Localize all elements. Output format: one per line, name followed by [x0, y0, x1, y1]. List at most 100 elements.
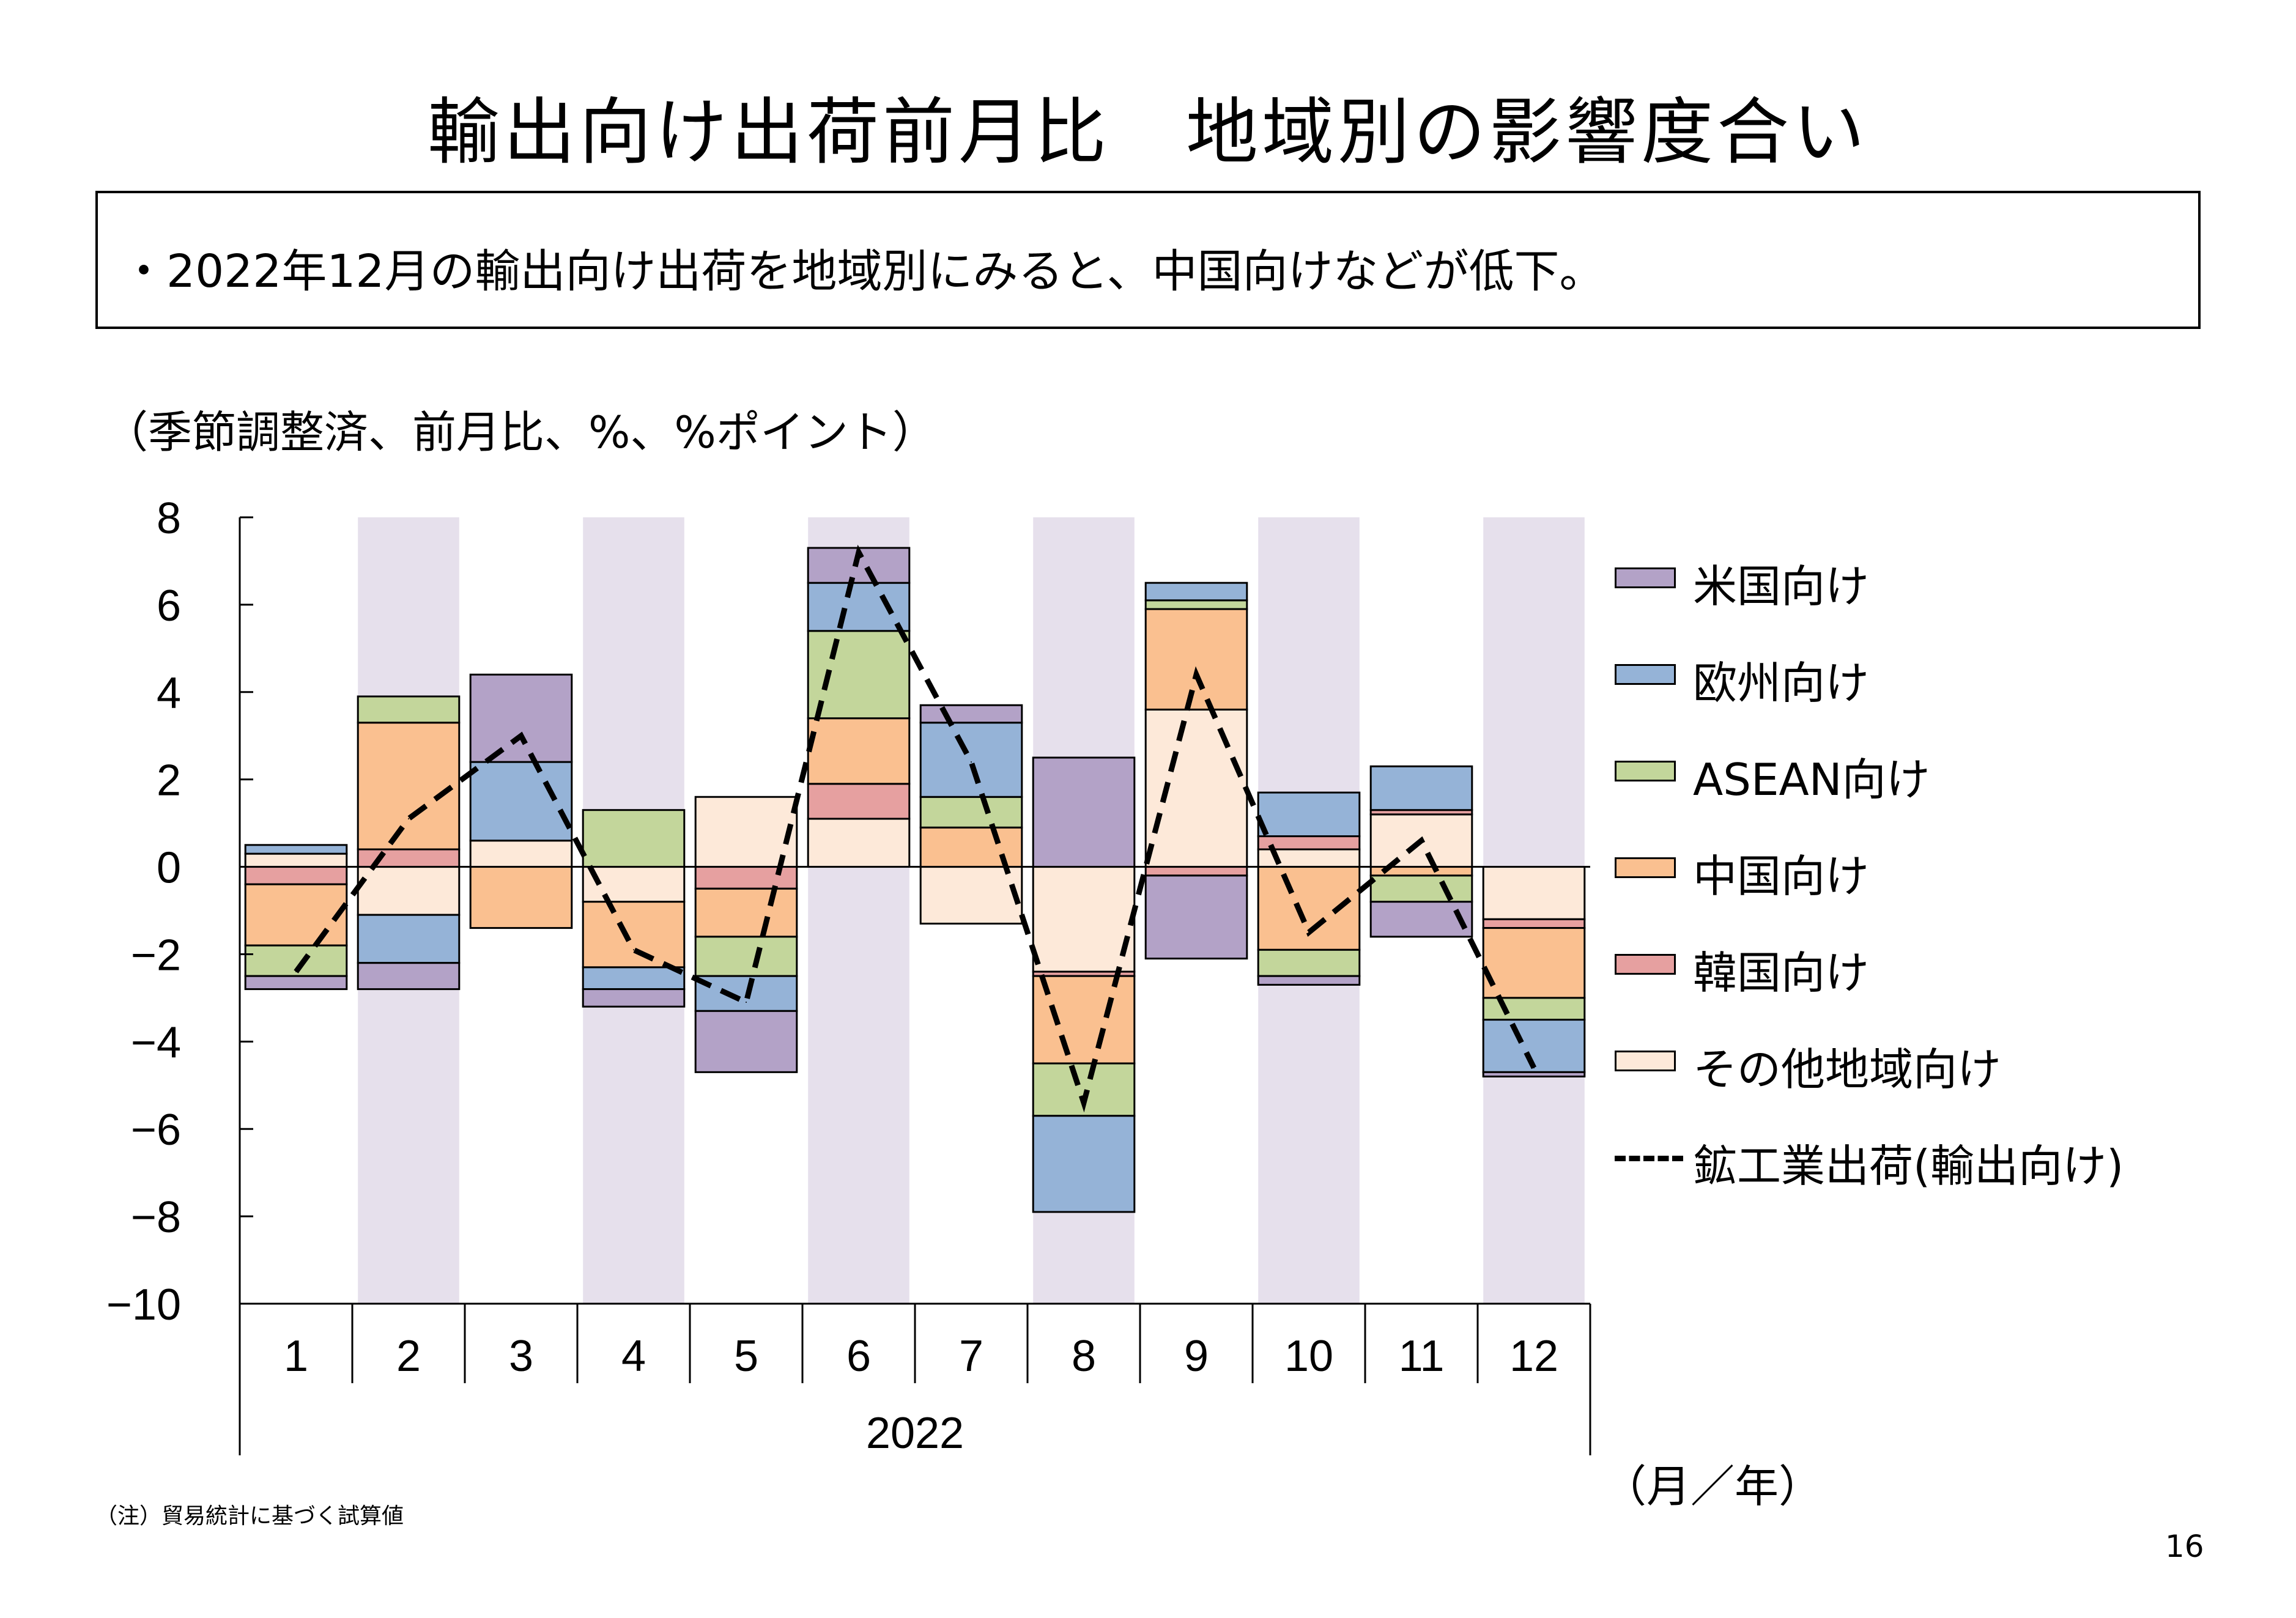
legend-label: 鉱工業出荷(輸出向け) — [1693, 1140, 2124, 1192]
legend-label: 欧州向け — [1693, 657, 1870, 709]
bar-segment-7-3 — [919, 796, 1023, 829]
bar-segment-5-3 — [694, 936, 798, 977]
bar-segment-1-4 — [244, 844, 348, 855]
bar-segment-10-3 — [1257, 948, 1361, 977]
bar-segment-5-2 — [694, 887, 798, 938]
bar-segment-9-4 — [1144, 582, 1248, 602]
line-point-3 — [520, 735, 522, 737]
line-point-1 — [295, 971, 297, 973]
bar-segment-3-0 — [469, 840, 573, 868]
x-tick-label: 9 — [1184, 1332, 1209, 1381]
bar-segment-8-4 — [1032, 1115, 1136, 1213]
bar-segment-9-2 — [1144, 608, 1248, 711]
y-tick-label: 2 — [157, 756, 181, 805]
bar-segment-8-5 — [1032, 756, 1136, 868]
bar-segment-8-2 — [1032, 975, 1136, 1065]
bar-segment-6-1 — [807, 783, 911, 820]
bar-segment-12-2 — [1482, 927, 1586, 999]
line-point-6 — [858, 552, 859, 553]
legend-swatch — [1615, 857, 1676, 878]
bar-segment-4-3 — [582, 809, 686, 868]
x-tick-label: 1 — [284, 1332, 308, 1381]
bar-segment-11-4 — [1369, 765, 1473, 811]
legend-label: ASEAN向け — [1693, 754, 1930, 805]
y-tick-label: −8 — [131, 1193, 181, 1242]
line-series-export-shipments — [294, 544, 1537, 1113]
y-tick-label: 4 — [157, 669, 181, 718]
y-tick-label: 6 — [157, 582, 181, 630]
x-tick-label: 5 — [734, 1332, 758, 1381]
bar-segment-4-2 — [582, 901, 686, 969]
x-tick-label: 3 — [509, 1332, 533, 1381]
bar-segment-3-5 — [469, 673, 573, 763]
y-tick-label: 8 — [157, 494, 181, 543]
bar-segment-6-2 — [807, 717, 911, 785]
bar-segment-3-2 — [469, 866, 573, 929]
bar-segment-12-5 — [1482, 1071, 1586, 1077]
bar-segment-1-2 — [244, 883, 348, 947]
x-tick-label: 4 — [621, 1332, 646, 1381]
bar-segment-7-4 — [919, 722, 1023, 798]
summary-text: ・2022年12月の輸出向け出荷を地域別にみると、中国向けなどが低下。 — [121, 245, 1605, 298]
legend-swatch — [1615, 954, 1676, 975]
bar-segment-2-5 — [357, 962, 461, 991]
legend-dash — [1615, 1156, 1683, 1161]
line-point-10 — [1308, 931, 1309, 933]
y-tick-label: −10 — [106, 1280, 181, 1329]
legend-label: 米国向け — [1693, 561, 1870, 612]
line-point-12 — [1533, 1067, 1535, 1069]
legend-swatch — [1615, 761, 1676, 781]
legend-swatch — [1615, 1051, 1676, 1071]
y-tick-label: −2 — [131, 931, 181, 980]
x-tick-label: 2 — [396, 1332, 421, 1381]
legend-swatch — [1615, 567, 1676, 588]
y-tick-label: −6 — [131, 1106, 181, 1154]
bar-segment-7-5 — [919, 704, 1023, 724]
x-tick-label: 11 — [1399, 1332, 1445, 1381]
line-point-9 — [1196, 674, 1197, 676]
bar-segment-2-3 — [357, 695, 461, 724]
bar-segment-10-4 — [1257, 791, 1361, 838]
legend-swatch — [1615, 664, 1676, 685]
bar-segment-9-5 — [1144, 874, 1248, 960]
legend-label: その他地域向け — [1693, 1044, 2002, 1095]
bar-segment-12-0 — [1482, 866, 1586, 920]
bar-segment-10-5 — [1257, 975, 1361, 986]
page-title: 輸出向け出荷前月比 地域別の影響度合い — [427, 90, 1868, 174]
y-tick-label: −4 — [131, 1018, 181, 1067]
bar-segment-9-0 — [1144, 708, 1248, 868]
line-point-8 — [1083, 1102, 1084, 1104]
x-tick-label: 12 — [1509, 1332, 1558, 1381]
bar-segment-11-5 — [1369, 901, 1473, 938]
bar-segment-3-4 — [469, 761, 573, 842]
bar-segment-5-0 — [694, 796, 798, 868]
x-tick-label: 6 — [846, 1332, 871, 1381]
year-label: 2022 — [866, 1409, 964, 1458]
bar-segment-1-5 — [244, 975, 348, 991]
bar-segment-2-4 — [357, 914, 461, 964]
bar-segment-4-4 — [582, 966, 686, 991]
legend-label: 韓国向け — [1693, 947, 1870, 999]
line-point-4 — [633, 949, 634, 951]
bar-segment-9-3 — [1144, 599, 1248, 610]
bar-segment-8-0 — [1032, 866, 1136, 973]
bar-segment-2-0 — [357, 866, 461, 916]
bar-segment-1-0 — [244, 852, 348, 868]
y-tick-label: 0 — [157, 844, 181, 893]
bar-segment-6-0 — [807, 818, 911, 868]
bar-segment-7-0 — [919, 866, 1023, 925]
footnote: （注）貿易統計に基づく試算値 — [95, 1504, 404, 1529]
bar-segment-12-1 — [1482, 918, 1586, 929]
x-tick-label: 10 — [1284, 1332, 1333, 1381]
bar-segment-9-1 — [1144, 866, 1248, 877]
x-tick-label: 8 — [1072, 1332, 1096, 1381]
bar-segment-1-1 — [244, 866, 348, 885]
line-point-5 — [746, 1002, 747, 1003]
line-point-11 — [1421, 840, 1422, 841]
bar-segment-5-5 — [694, 1010, 798, 1073]
legend-label: 中国向け — [1693, 851, 1870, 902]
unit-note: （季節調整済、前月比、%、%ポイント） — [104, 407, 936, 458]
bar-segment-6-4 — [807, 582, 911, 632]
page-number: 16 — [2165, 1529, 2204, 1564]
